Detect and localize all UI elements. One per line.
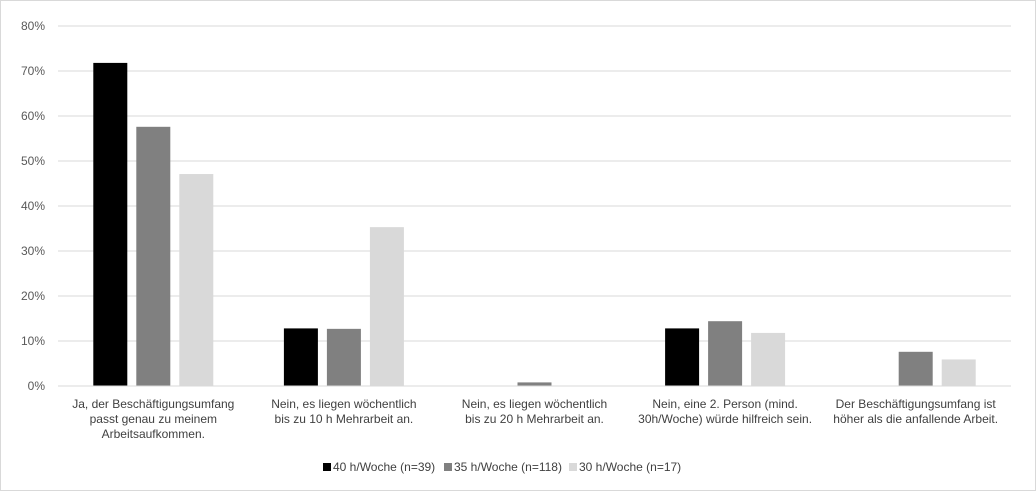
legend-swatch [569, 463, 577, 471]
category-label: Nein, eine 2. Person (mind. 30h/Woche) wü… [638, 397, 812, 426]
legend-label: 30 h/Woche (n=17) [579, 460, 681, 474]
y-tick-label: 10% [21, 334, 45, 348]
legend: 40 h/Woche (n=39) 35 h/Woche (n=118) 30 h/… [323, 460, 681, 474]
bar [517, 382, 552, 386]
gridlines [58, 25, 1011, 342]
category-label: Ja, der Beschäftigungsumfang passt genau … [72, 397, 234, 441]
bar [941, 359, 976, 386]
category-label: Nein, es liegen wöchentlich bis zu 20 h M… [462, 397, 607, 426]
y-tick-label: 50% [21, 154, 45, 168]
category-label: Nein, es liegen wöchentlich bis zu 10 h M… [271, 397, 416, 426]
bar [93, 62, 128, 387]
legend-swatch [444, 463, 452, 471]
category-label: Der Beschäftigungsumfang ist höher als di… [833, 397, 998, 426]
y-tick-label: 70% [21, 64, 45, 78]
bars [93, 62, 976, 387]
bar [898, 351, 933, 386]
y-tick-label: 60% [21, 109, 45, 123]
bar [179, 174, 214, 386]
y-tick-label: 80% [21, 19, 45, 33]
legend-swatch [323, 463, 331, 471]
y-axis-tick-labels: 0% 10% 20% 30% 40% 50% 60% 70% 80% [21, 19, 45, 393]
bar [326, 328, 361, 386]
y-tick-label: 20% [21, 289, 45, 303]
bar [283, 328, 318, 386]
category-labels: Ja, der Beschäftigungsumfang passt genau … [72, 397, 998, 441]
legend-label: 35 h/Woche (n=118) [454, 460, 562, 474]
y-tick-label: 0% [28, 379, 46, 393]
bar [369, 227, 404, 386]
bar [708, 321, 743, 386]
bar [665, 328, 700, 386]
legend-label: 40 h/Woche (n=39) [333, 460, 435, 474]
bar [136, 126, 171, 387]
y-tick-label: 30% [21, 244, 45, 258]
y-tick-label: 40% [21, 199, 45, 213]
bar [751, 332, 786, 386]
